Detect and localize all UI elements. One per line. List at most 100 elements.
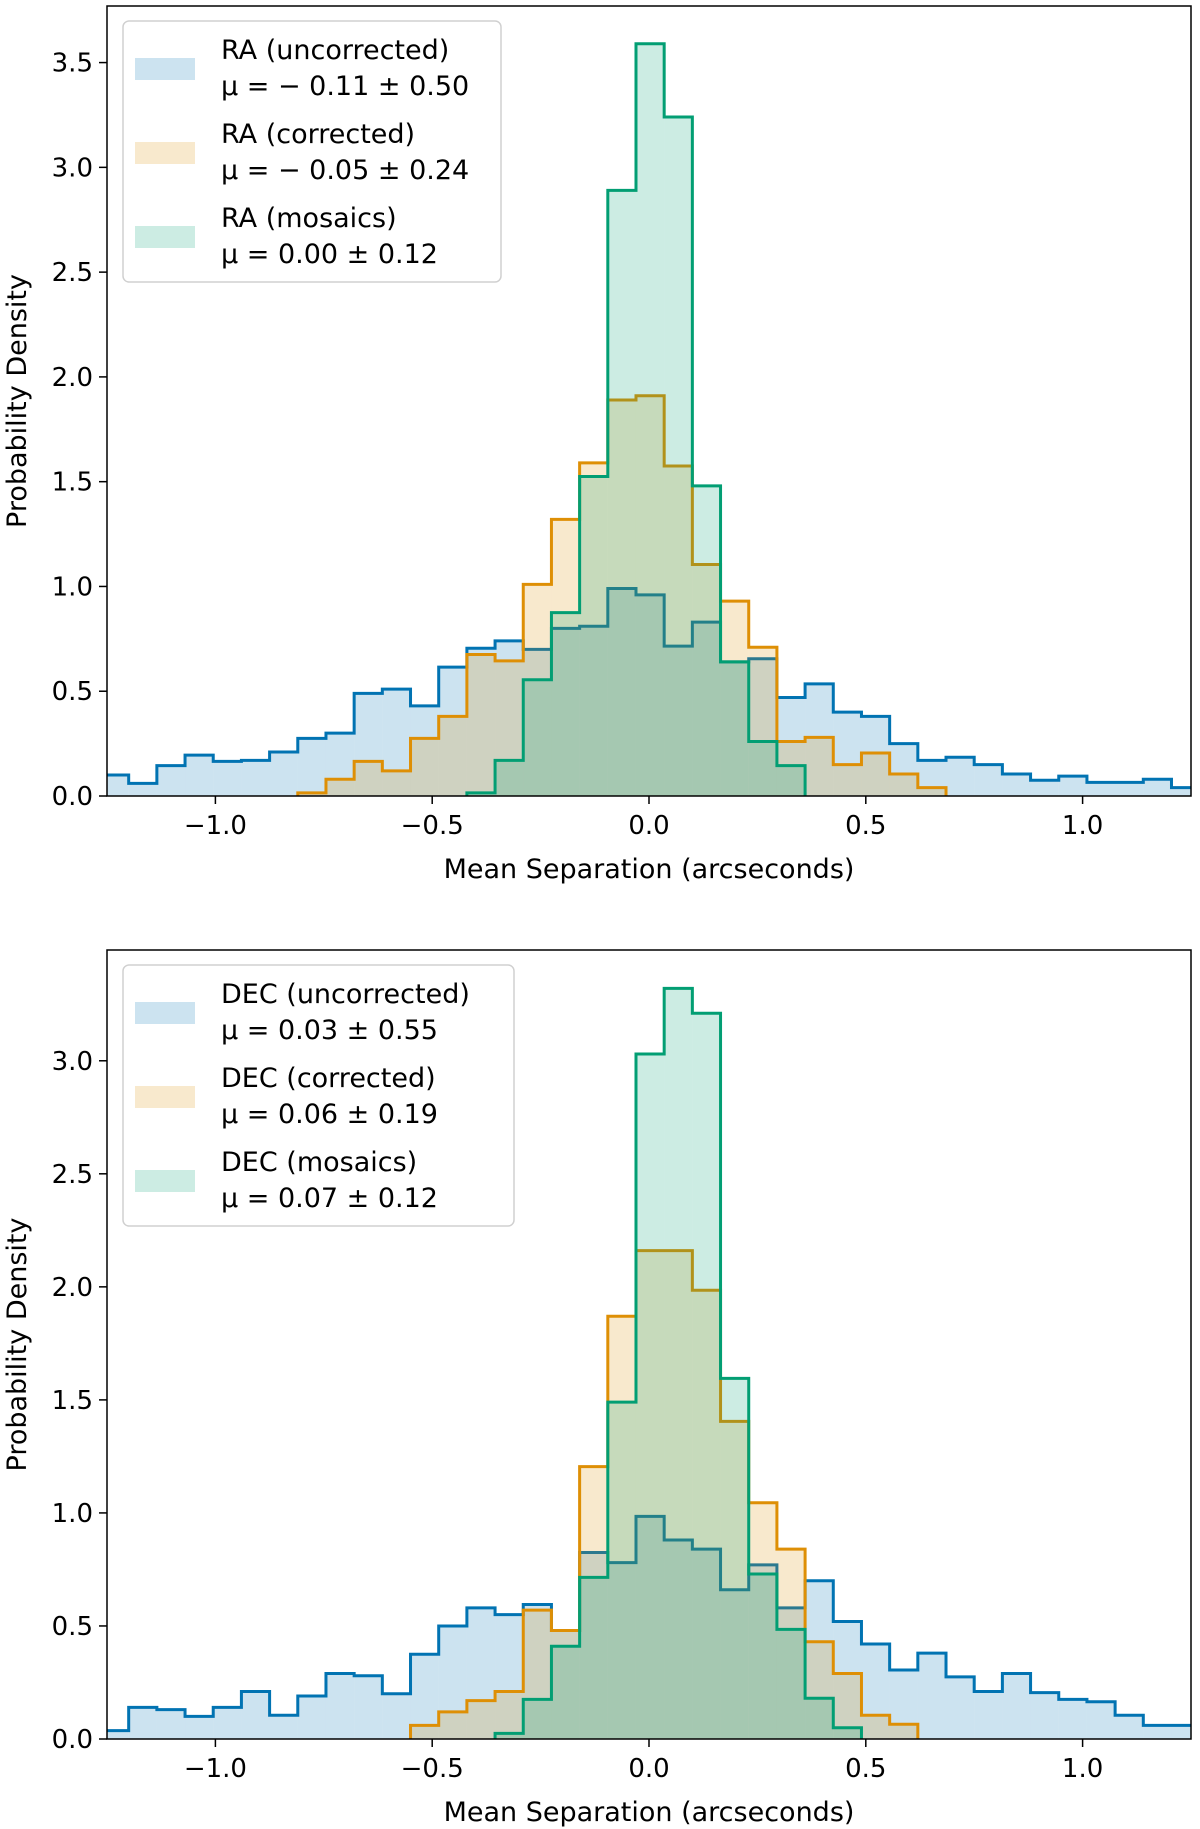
histogram-bar bbox=[720, 1421, 749, 1739]
histogram-outline bbox=[493, 986, 863, 1739]
histogram-bar bbox=[776, 1549, 806, 1739]
legend-frame bbox=[122, 964, 515, 1227]
histogram-bar bbox=[297, 1696, 326, 1739]
histogram-bar bbox=[495, 660, 524, 796]
x-tick-label: 0.5 bbox=[845, 811, 886, 841]
histogram-bar bbox=[495, 1691, 524, 1739]
histogram-bar bbox=[551, 628, 580, 796]
legend: DEC (uncorrected) μ = 0.03 ± 0.55 DEC (cor… bbox=[122, 964, 515, 1227]
histogram-bar bbox=[974, 764, 1003, 796]
histogram-bar bbox=[946, 757, 975, 796]
histogram-bar bbox=[551, 1630, 580, 1739]
histogram-bar bbox=[917, 760, 947, 796]
histogram-bar bbox=[607, 190, 636, 796]
legend-swatch-corrected bbox=[135, 1086, 195, 1108]
histogram-bar bbox=[635, 1516, 665, 1739]
y-tick-label: 3.0 bbox=[52, 153, 93, 183]
y-axis-label: Probability Density bbox=[2, 1218, 33, 1472]
histogram-bar bbox=[495, 1733, 524, 1739]
histogram-bar bbox=[748, 647, 777, 796]
histogram-bar bbox=[579, 1552, 608, 1739]
histogram-bar bbox=[1171, 787, 1191, 796]
x-tick-label: −1.0 bbox=[184, 811, 247, 841]
histogram-bar bbox=[607, 399, 636, 796]
histogram-bar bbox=[128, 1707, 157, 1739]
legend-frame bbox=[122, 20, 502, 283]
histogram-bar bbox=[692, 1013, 721, 1739]
ra-histogram-panel: −1.0 −0.5 0.0 0.5 1.0 0.0 0.5 1.0 1.5 2.0 2.5 3.0 3.… bbox=[2, 5, 1192, 885]
histogram-bar bbox=[1002, 773, 1031, 796]
histogram-bar bbox=[410, 738, 439, 796]
histogram-bar bbox=[664, 988, 693, 1739]
histogram-bar bbox=[720, 601, 749, 796]
histogram-bar bbox=[466, 792, 496, 796]
histogram-bar bbox=[128, 783, 157, 796]
histogram-bar bbox=[523, 1604, 552, 1739]
legend-swatch-corrected bbox=[135, 142, 195, 164]
histogram-bar bbox=[607, 1402, 636, 1739]
histogram-bar bbox=[748, 1564, 777, 1739]
histogram-bar bbox=[354, 1675, 383, 1739]
dec-histogram-panel: −1.0 −0.5 0.0 0.5 1.0 0.0 0.5 1.0 1.5 2.0 2.5 3.0 Me… bbox=[2, 949, 1192, 1828]
histogram-bar bbox=[974, 1691, 1003, 1739]
histogram-bar bbox=[1030, 1692, 1059, 1739]
x-tick-label: 1.0 bbox=[1062, 811, 1103, 841]
legend-stat: μ = − 0.05 ± 0.24 bbox=[221, 155, 469, 186]
histogram-bar bbox=[579, 626, 608, 796]
histogram-bar bbox=[579, 1466, 608, 1739]
histogram-bar bbox=[466, 654, 496, 796]
histogram-bar bbox=[325, 779, 355, 796]
legend: RA (uncorrected) μ = − 0.11 ± 0.50 RA (cor… bbox=[122, 20, 502, 283]
histogram-bar bbox=[692, 1290, 721, 1739]
histogram-bar bbox=[523, 679, 552, 796]
histogram-bar bbox=[861, 1644, 890, 1739]
histogram-bar bbox=[607, 1562, 636, 1739]
histogram-bar bbox=[748, 1502, 777, 1739]
histogram-bar bbox=[805, 737, 834, 796]
histogram-bar bbox=[107, 1730, 129, 1739]
histogram-bar bbox=[833, 1727, 862, 1739]
histogram-bar bbox=[664, 465, 693, 796]
histogram-bar bbox=[241, 1691, 270, 1739]
legend-label: DEC (corrected) bbox=[221, 1063, 436, 1094]
histogram-bar bbox=[325, 733, 355, 796]
histogram-bar bbox=[946, 1676, 975, 1739]
legend-swatch-mosaics bbox=[135, 1170, 195, 1192]
histogram-bar bbox=[635, 1053, 665, 1739]
histogram-bar bbox=[495, 760, 524, 796]
x-tick-label: 0.0 bbox=[628, 1754, 669, 1784]
histogram-bar bbox=[692, 564, 721, 796]
histogram-bar bbox=[889, 1724, 918, 1739]
histogram-bar bbox=[213, 1707, 242, 1739]
histogram-bar bbox=[1115, 1715, 1144, 1739]
legend-label: DEC (uncorrected) bbox=[221, 979, 470, 1010]
x-axis-label: Mean Separation (arcseconds) bbox=[444, 1797, 855, 1828]
series-corrected bbox=[296, 394, 948, 796]
histogram-bar bbox=[720, 1589, 749, 1739]
histogram-bar bbox=[551, 612, 580, 796]
series-corrected bbox=[409, 1249, 920, 1739]
legend-stat: μ = − 0.11 ± 0.50 bbox=[221, 71, 469, 102]
histogram-bar bbox=[551, 1630, 580, 1739]
histogram-bar bbox=[185, 755, 214, 796]
histogram-bar bbox=[720, 661, 749, 796]
histogram-bar bbox=[748, 741, 777, 796]
histogram-bar bbox=[833, 712, 862, 796]
histogram-bar bbox=[107, 775, 129, 796]
histogram-bar bbox=[917, 1653, 947, 1739]
legend-swatch-uncorrected bbox=[135, 1002, 195, 1024]
histogram-bar bbox=[776, 765, 806, 796]
series-uncorrected bbox=[107, 587, 1191, 796]
histogram-bar bbox=[776, 697, 806, 796]
histogram-bar bbox=[1143, 779, 1172, 796]
histogram-outline bbox=[409, 1249, 920, 1739]
y-tick-label: 2.0 bbox=[52, 1273, 93, 1303]
histogram-bar bbox=[635, 1250, 665, 1739]
y-tick-label: 1.0 bbox=[52, 1499, 93, 1529]
histogram-bar bbox=[297, 738, 326, 796]
histogram-outline bbox=[107, 1514, 1191, 1733]
histogram-bar bbox=[579, 476, 608, 796]
x-tick-label: 0.0 bbox=[628, 811, 669, 841]
histogram-bar bbox=[1086, 782, 1116, 796]
histogram-bar bbox=[382, 1693, 411, 1739]
